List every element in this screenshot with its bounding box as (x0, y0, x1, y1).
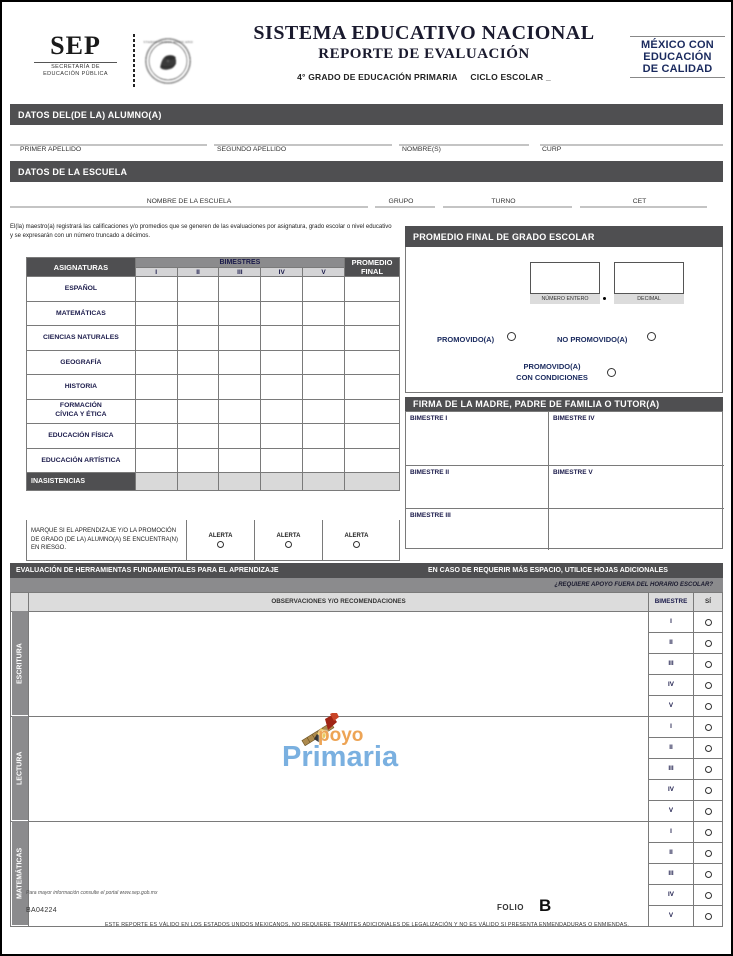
svg-text:ESTADOS UNIDOS MEXICANOS: ESTADOS UNIDOS MEXICANOS (143, 40, 193, 44)
